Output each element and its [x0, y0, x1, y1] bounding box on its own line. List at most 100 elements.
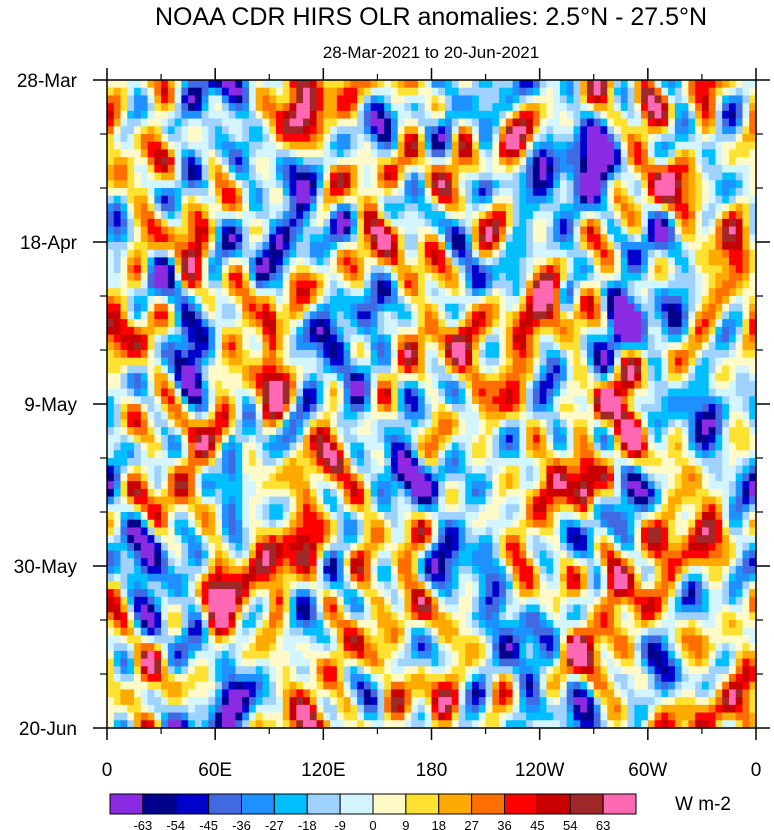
heatmap-cell	[749, 226, 757, 235]
heatmap-cell	[167, 180, 176, 189]
heatmap-cell	[221, 134, 230, 143]
heatmap-cell	[641, 126, 649, 135]
heatmap-cell	[492, 188, 500, 197]
heatmap-cell	[370, 319, 379, 328]
heatmap-cell	[620, 249, 629, 259]
heatmap-cell	[478, 296, 487, 305]
heatmap-cell	[647, 357, 656, 367]
heatmap-cell	[417, 373, 426, 382]
heatmap-cell	[336, 357, 345, 367]
heatmap-cell	[600, 280, 608, 289]
heatmap-cell	[715, 434, 723, 444]
heatmap-cell	[566, 172, 575, 181]
heatmap-cell	[384, 226, 392, 235]
heatmap-cell	[194, 288, 203, 297]
heatmap-cell	[586, 380, 595, 390]
heatmap-cell	[107, 87, 115, 97]
heatmap-cell	[674, 226, 683, 235]
heatmap-cell	[661, 450, 669, 459]
heatmap-cell	[485, 396, 493, 405]
heatmap-cell	[735, 234, 744, 243]
heatmap-cell	[140, 149, 149, 158]
heatmap-cell	[701, 265, 710, 274]
heatmap-cell	[735, 164, 744, 174]
heatmap-cell	[451, 334, 460, 343]
heatmap-cell	[668, 87, 676, 97]
heatmap-cell	[411, 319, 419, 328]
heatmap-cell	[289, 149, 297, 158]
heatmap-cell	[228, 427, 237, 436]
heatmap-cell	[269, 288, 277, 297]
heatmap-cell	[654, 442, 662, 451]
heatmap-cell	[282, 188, 291, 197]
heatmap-cell	[248, 110, 257, 120]
heatmap-cell	[647, 164, 656, 174]
heatmap-cell	[492, 365, 500, 374]
heatmap-cell	[269, 211, 277, 220]
heatmap-cell	[377, 458, 385, 467]
heatmap-cell	[445, 211, 453, 220]
heatmap-cell	[296, 188, 304, 197]
heatmap-cell	[641, 450, 649, 459]
heatmap-cell	[627, 280, 635, 289]
heatmap-cell	[174, 442, 182, 451]
heatmap-cell	[431, 172, 439, 181]
heatmap-cell	[593, 164, 602, 174]
heatmap-cell	[276, 180, 284, 189]
heatmap-cell	[668, 388, 676, 397]
heatmap-cell	[120, 118, 128, 127]
heatmap-cell	[134, 373, 142, 382]
heatmap-cell	[695, 280, 703, 289]
heatmap-cell	[451, 296, 460, 305]
heatmap-cell	[607, 95, 615, 104]
heatmap-cell	[330, 172, 338, 181]
heatmap-cell	[641, 188, 649, 197]
heatmap-cell	[154, 434, 162, 444]
heatmap-cell	[647, 172, 656, 181]
heatmap-cell	[553, 80, 561, 89]
heatmap-cell	[735, 319, 744, 328]
heatmap-cell	[512, 303, 520, 313]
heatmap-cell	[363, 180, 372, 189]
heatmap-cell	[715, 103, 723, 112]
heatmap-cell	[303, 473, 311, 482]
heatmap-cell	[620, 103, 629, 112]
heatmap-cell	[607, 342, 615, 351]
heatmap-cell	[242, 87, 250, 97]
heatmap-cell	[580, 141, 588, 151]
heatmap-cell	[512, 257, 520, 266]
heatmap-cell	[377, 234, 385, 243]
heatmap-cell	[512, 249, 520, 259]
heatmap-cell	[505, 458, 514, 467]
heatmap-cell	[181, 296, 189, 305]
heatmap-cell	[465, 380, 473, 390]
heatmap-cell	[140, 141, 149, 151]
heatmap-cell	[255, 388, 264, 397]
heatmap-cell	[248, 226, 257, 235]
heatmap-cell	[215, 203, 223, 212]
heatmap-cell	[485, 442, 493, 451]
heatmap-cell	[620, 442, 629, 451]
heatmap-cell	[492, 134, 500, 143]
heatmap-cell	[668, 288, 676, 297]
heatmap-cell	[417, 211, 426, 220]
heatmap-cell	[593, 249, 602, 259]
heatmap-cell	[526, 473, 534, 482]
heatmap-cell	[140, 118, 149, 127]
heatmap-cell	[276, 288, 284, 297]
heatmap-cell	[140, 419, 149, 428]
heatmap-cell	[343, 249, 351, 259]
heatmap-cell	[438, 80, 446, 89]
heatmap-cell	[208, 95, 216, 104]
heatmap-cell	[316, 141, 324, 151]
heatmap-cell	[269, 157, 277, 166]
heatmap-cell	[580, 180, 588, 189]
heatmap-cell	[134, 118, 142, 127]
heatmap-cell	[336, 87, 345, 97]
heatmap-cell	[465, 188, 473, 197]
heatmap-cell	[174, 365, 182, 374]
heatmap-cell	[668, 411, 676, 421]
heatmap-cell	[431, 396, 439, 405]
heatmap-cell	[546, 288, 554, 297]
heatmap-cell	[282, 249, 291, 259]
